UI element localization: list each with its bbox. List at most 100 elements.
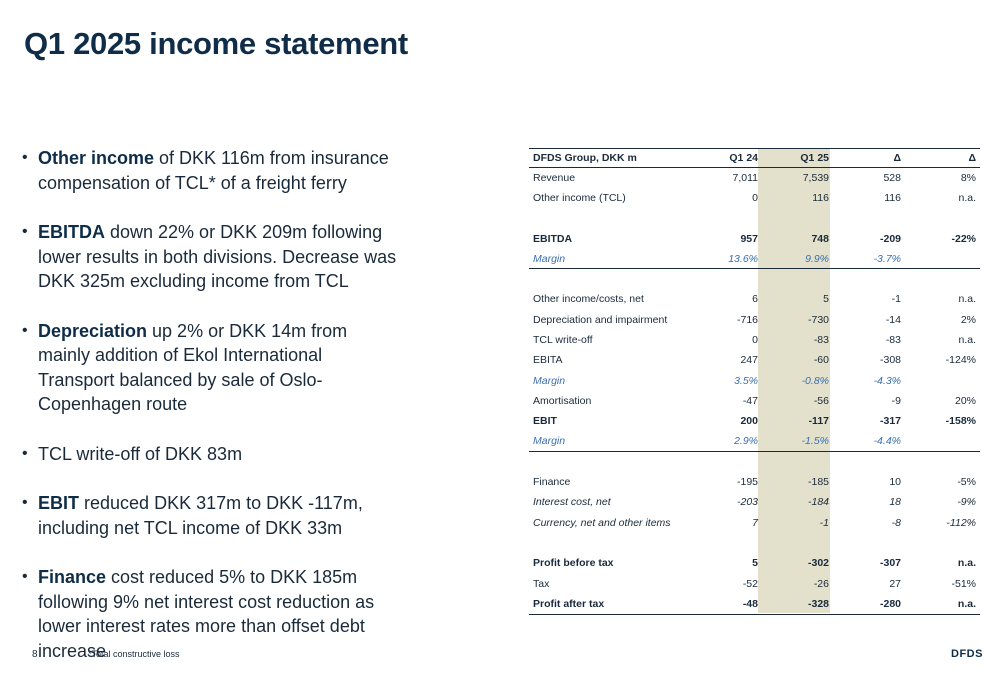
cell-delta-abs: 116 (884, 191, 901, 204)
cell-q1-24: 7,011 (732, 171, 759, 184)
row-label: EBIT (533, 415, 557, 428)
q1-25-column-highlight (758, 148, 830, 613)
cell-q1-25: -0.8% (801, 374, 829, 387)
table-row: Interest cost, net -203 -184 18 -9% (529, 492, 980, 512)
bullet-bold-term: Depreciation (38, 320, 148, 341)
cell-q1-25 (762, 533, 833, 553)
row-label: Profit before tax (533, 557, 614, 570)
cell-q1-24: -48 (689, 593, 762, 615)
row-label (529, 208, 689, 228)
cell-delta-abs: -280 (833, 593, 905, 615)
cell-delta-pct (905, 431, 980, 453)
row-label: EBITDA (533, 232, 573, 245)
header-label: DFDS Group, DKK m (529, 148, 689, 168)
bullet-item: • Finance cost reduced 5% to DKK 185m fol… (22, 565, 402, 663)
bullet-item: • Other income of DKK 116m from insurance… (22, 146, 402, 195)
cell-delta-abs (833, 452, 905, 472)
cell-q1-25: 116 (812, 191, 829, 204)
bullet-list: • Other income of DKK 116m from insurance… (22, 146, 402, 685)
cell-delta-pct: 20% (954, 394, 976, 407)
bullet-dot-icon: • (22, 223, 28, 240)
cell-delta-pct: n.a. (957, 557, 976, 570)
cell-q1-25: 748 (811, 232, 829, 245)
bullet-dot-icon: • (22, 321, 28, 339)
cell-delta-pct: -112% (946, 516, 976, 529)
cell-delta-abs: -83 (885, 334, 901, 347)
row-label: Depreciation and impairment (533, 313, 668, 326)
cell-q1-24: 3.5% (734, 374, 758, 387)
header-delta-abs: Δ (833, 148, 905, 168)
cell-q1-24: 0 (752, 191, 758, 204)
cell-delta-pct (905, 248, 980, 270)
cell-q1-25 (762, 452, 833, 472)
cell-q1-25: -302 (807, 557, 829, 570)
table-row (529, 269, 980, 289)
cell-delta-pct (905, 452, 980, 472)
cell-delta-pct: -22% (951, 232, 976, 245)
dfds-logo: DFDS (951, 648, 983, 660)
bullet-dot-icon: • (22, 494, 28, 511)
cell-delta-pct (905, 269, 980, 289)
table-row: Finance -195 -185 10 -5% (529, 472, 980, 492)
income-statement-table: DFDS Group, DKK m Q1 24 Q1 25 Δ Δ Revenu… (529, 148, 980, 615)
bullet-item: • TCL write-off of DKK 83m (22, 442, 402, 467)
cell-q1-24 (689, 208, 762, 228)
cell-q1-25: -60 (813, 354, 829, 367)
bullet-bold-term: EBITDA (38, 222, 105, 242)
cell-q1-25: -83 (813, 334, 829, 347)
cell-q1-25: -185 (807, 476, 829, 489)
table-row: Margin 3.5% -0.8% -4.3% (529, 370, 980, 390)
cell-q1-24: 5 (752, 557, 758, 570)
cell-delta-pct: -5% (957, 476, 976, 489)
cell-delta-pct: n.a. (958, 191, 976, 204)
bullet-body: down 22% or DKK 209m following lower res… (38, 222, 397, 291)
row-label: Margin (529, 248, 689, 270)
cell-q1-24: -716 (736, 313, 758, 326)
table-row: Other income (TCL) 0 116 116 n.a. (529, 188, 980, 208)
row-label: Tax (533, 577, 550, 590)
cell-q1-24: 13.6% (689, 248, 762, 270)
cell-q1-25: -1 (819, 516, 829, 529)
bullet-body: reduced DKK 317m to DKK -117m, including… (38, 493, 363, 538)
table-row: Profit after tax -48 -328 -280 n.a. (529, 593, 980, 615)
row-label (529, 533, 689, 553)
row-label: Currency, net and other items (533, 516, 671, 529)
row-label: Finance (533, 476, 571, 489)
row-label: Margin (533, 374, 566, 387)
cell-delta-abs: -307 (879, 557, 901, 570)
cell-q1-25: -1.5% (762, 431, 833, 453)
income-statement-table-wrap: DFDS Group, DKK m Q1 24 Q1 25 Δ Δ Revenu… (529, 148, 980, 615)
table-row: EBITA 247 -60 -308 -124% (529, 350, 980, 370)
footnote: *Total constructive loss (88, 649, 180, 659)
cell-delta-abs: -308 (879, 354, 901, 367)
cell-q1-25: -328 (762, 593, 833, 615)
cell-delta-pct: n.a. (958, 293, 976, 306)
cell-q1-24 (689, 533, 762, 553)
cell-q1-25: 7,539 (802, 171, 829, 184)
table-row: Depreciation and impairment -716 -730 -14 2% (529, 310, 980, 330)
bullet-bold-term: Finance (38, 567, 107, 587)
cell-delta-pct: -51% (951, 577, 976, 590)
cell-q1-25: -26 (813, 577, 829, 590)
cell-delta-abs: -3.7% (833, 248, 905, 270)
cell-delta-abs: -4.4% (833, 431, 905, 453)
bullet-text: Finance cost reduced 5% to DKK 185m foll… (38, 565, 402, 663)
table-header-row: DFDS Group, DKK m Q1 24 Q1 25 Δ Δ (529, 148, 980, 168)
page-title: Q1 2025 income statement (24, 26, 408, 61)
cell-q1-25 (762, 208, 833, 228)
cell-delta-abs: 27 (889, 577, 901, 590)
cell-q1-25: 5 (823, 293, 829, 306)
table-row: TCL write-off 0 -83 -83 n.a. (529, 330, 980, 350)
header-q1-25: Q1 25 (762, 148, 833, 168)
row-label: Revenue (533, 171, 576, 184)
cell-delta-abs (833, 269, 905, 289)
cell-q1-24 (689, 269, 762, 289)
cell-delta-pct (905, 208, 980, 228)
cell-q1-24: -195 (736, 476, 758, 489)
bullet-body: of DKK 116m from insurance compensation … (38, 148, 389, 193)
bullet-text: EBIT reduced DKK 317m to DKK -117m, incl… (38, 491, 402, 540)
cell-q1-24: 200 (740, 415, 758, 428)
bullet-body: up 2% or DKK 14m from mainly addition of… (38, 320, 348, 415)
bullet-dot-icon: • (22, 444, 28, 462)
bullet-item: • EBIT reduced DKK 317m to DKK -117m, inc… (22, 491, 402, 540)
